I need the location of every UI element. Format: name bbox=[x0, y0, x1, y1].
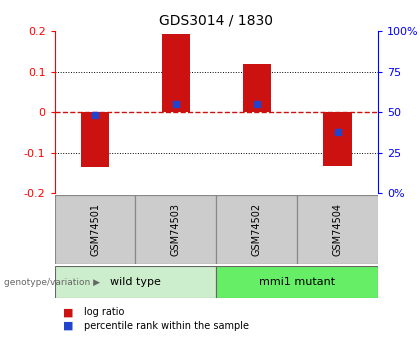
Text: log ratio: log ratio bbox=[84, 307, 124, 317]
Text: ■: ■ bbox=[63, 321, 74, 331]
Bar bbox=[323, 112, 352, 166]
Bar bbox=[162, 34, 190, 112]
Bar bbox=[216, 266, 378, 298]
Bar bbox=[81, 112, 109, 167]
Text: percentile rank within the sample: percentile rank within the sample bbox=[84, 321, 249, 331]
Text: GSM74504: GSM74504 bbox=[333, 203, 343, 256]
Bar bbox=[297, 195, 378, 264]
Text: wild type: wild type bbox=[110, 277, 161, 287]
Text: GSM74502: GSM74502 bbox=[252, 203, 262, 256]
Title: GDS3014 / 1830: GDS3014 / 1830 bbox=[159, 13, 273, 27]
Bar bbox=[243, 64, 271, 112]
Text: GSM74503: GSM74503 bbox=[171, 203, 181, 256]
Text: ■: ■ bbox=[63, 307, 74, 317]
Text: mmi1 mutant: mmi1 mutant bbox=[259, 277, 335, 287]
Text: GSM74501: GSM74501 bbox=[90, 203, 100, 256]
Bar bbox=[55, 266, 216, 298]
Text: genotype/variation ▶: genotype/variation ▶ bbox=[4, 277, 100, 287]
Bar bbox=[135, 195, 216, 264]
Bar bbox=[55, 195, 135, 264]
Bar bbox=[216, 195, 297, 264]
